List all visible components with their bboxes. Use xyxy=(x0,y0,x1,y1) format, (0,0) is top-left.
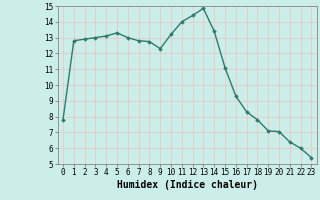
X-axis label: Humidex (Indice chaleur): Humidex (Indice chaleur) xyxy=(117,180,258,190)
